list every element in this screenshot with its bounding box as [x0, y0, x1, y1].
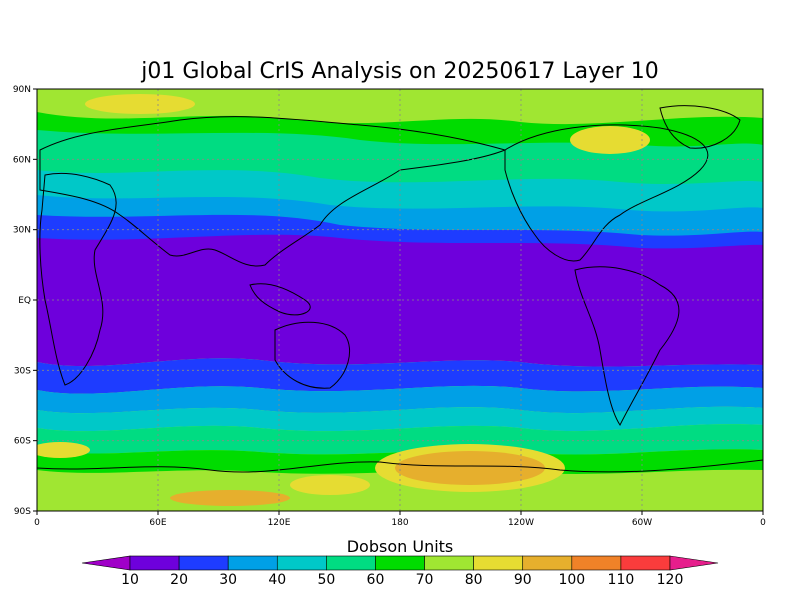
colorbar-label: 60	[367, 572, 385, 588]
ozone-high-north-2	[570, 126, 650, 154]
lat-tick-label: 60S	[14, 437, 31, 447]
colorbar-label: 70	[416, 572, 434, 588]
ozone-band-50-south	[37, 406, 763, 432]
lon-tick-label: 120W	[508, 518, 534, 528]
colorbar-swatch	[424, 555, 474, 571]
ozone-high-north-1	[85, 94, 195, 114]
coastlines	[37, 105, 763, 473]
lon-tick-label: 0	[34, 518, 40, 528]
lat-tick-label: 90N	[13, 85, 31, 95]
colorbar-label: 100	[558, 572, 585, 588]
colorbar-swatch	[473, 555, 524, 571]
coastline-africa	[39, 172, 117, 386]
colorbar-swatch	[129, 555, 180, 571]
colorbar-swatch	[326, 555, 376, 571]
lat-tick-label: 30S	[14, 366, 31, 376]
lon-tick-label: 60E	[149, 518, 166, 528]
map-gridlines	[37, 89, 763, 511]
lon-tick-label: 0	[760, 518, 766, 528]
ozone-high-south-4	[170, 490, 290, 506]
colorbar-swatch	[227, 555, 278, 571]
lat-tick-label: 30N	[13, 226, 31, 236]
colorbar-arrow-high	[669, 555, 719, 571]
lat-tick-label: 60N	[13, 155, 31, 165]
colorbar-label: 20	[170, 572, 188, 588]
colorbar-swatch	[276, 555, 327, 571]
colorbar-label: 120	[657, 572, 684, 588]
colorbar-swatch	[620, 555, 671, 571]
coastline-north-america	[504, 124, 709, 262]
coastline-greenland	[659, 105, 741, 149]
map-title: j01 Global CrIS Analysis on 20250617 Lay…	[140, 59, 658, 84]
lat-tick-label: 90S	[14, 507, 31, 517]
colorbar: 10 20 30 40 50 60 70 80 90 100 110 120	[81, 555, 719, 588]
lon-tick-label: 180	[391, 518, 408, 528]
colorbar-swatch	[571, 555, 622, 571]
colorbar-label: 10	[121, 572, 139, 588]
lat-tick-label: EQ	[18, 296, 31, 306]
colorbar-swatch	[522, 555, 573, 571]
coastline-australia	[274, 321, 351, 389]
colorbar-label: 50	[317, 572, 335, 588]
colorbar-label: 80	[465, 572, 483, 588]
coastline-antarctica	[37, 459, 763, 473]
colorbar-arrow-low	[81, 555, 131, 571]
colorbar-swatch	[375, 555, 425, 571]
colorbar-label: 40	[268, 572, 286, 588]
colorbar-title: Dobson Units	[347, 537, 454, 556]
ozone-high-south-5	[290, 475, 370, 495]
colorbar-label: 30	[219, 572, 237, 588]
colorbar-label: 110	[608, 572, 635, 588]
lon-tick-label: 120E	[268, 518, 291, 528]
ozone-high-south-1	[37, 442, 90, 458]
lon-tick-label: 60W	[632, 518, 652, 528]
ozone-map: 90N 60N 30N EQ 30S 60S 90S 0 60E 120E 180 120W 60W 0	[13, 85, 766, 528]
ozone-high-south-3	[395, 451, 545, 485]
coastline-indonesia	[249, 283, 311, 316]
latitude-labels: 90N 60N 30N EQ 30S 60S 90S	[13, 85, 37, 517]
longitude-labels: 0 60E 120E 180 120W 60W 0	[34, 511, 766, 528]
coastline-south-america	[574, 266, 680, 426]
colorbar-swatch	[178, 555, 229, 571]
colorbar-label: 90	[514, 572, 532, 588]
